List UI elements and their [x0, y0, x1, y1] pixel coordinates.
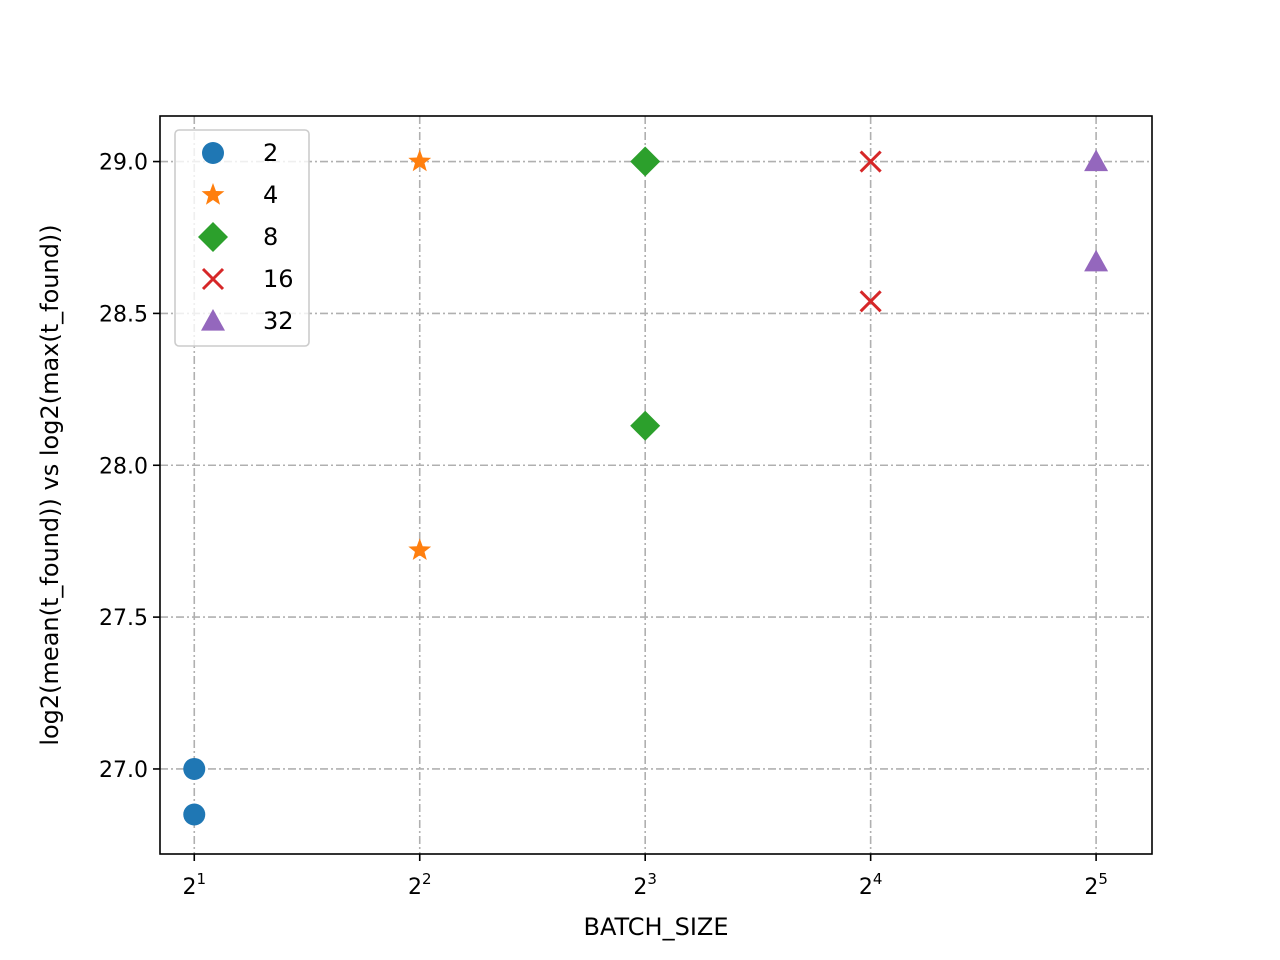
legend: 2 4 8 16 32: [174, 129, 310, 347]
y-tick-label: 29.0: [99, 151, 148, 176]
legend-marker-circle: [202, 142, 224, 164]
grid: [160, 116, 1152, 854]
series-2: [183, 757, 206, 826]
legend-item: 32: [201, 307, 294, 335]
y-tick-label: 27.0: [99, 758, 148, 783]
data-point-star: [408, 149, 432, 172]
legend-label: 16: [263, 265, 294, 293]
legend-marker-diamond: [198, 222, 228, 252]
legend-marker-x: [201, 267, 225, 291]
data-point-x: [859, 290, 882, 313]
series-16: [859, 150, 882, 313]
legend-item: 4: [201, 181, 278, 209]
legend-label: 4: [263, 181, 278, 209]
data-points: [183, 146, 1109, 826]
x-tick-label: 23: [633, 870, 657, 900]
legend-marker-star: [201, 183, 225, 205]
data-point-diamond: [630, 410, 661, 441]
data-point-triangle: [1084, 149, 1109, 172]
legend-marker-triangle: [201, 309, 225, 331]
legend-label: 2: [263, 139, 278, 167]
y-tick-label: 28.5: [99, 302, 148, 327]
legend-label: 8: [263, 223, 278, 251]
plot-area: [160, 116, 1152, 854]
data-point-triangle: [1084, 249, 1109, 272]
data-point-diamond: [630, 146, 661, 177]
x-tick-label: 25: [1084, 870, 1108, 900]
legend-item: 2: [202, 139, 278, 167]
x-tick-label: 24: [859, 870, 883, 900]
data-point-star: [408, 538, 432, 560]
x-tick-label: 22: [408, 870, 432, 900]
y-tick-label: 27.5: [99, 606, 148, 631]
legend-box: [174, 129, 310, 347]
axis-ticks: 21 22 23 24 25 27.0 27.5 28.0 28.5 29.0: [99, 151, 1108, 900]
series-32: [1084, 149, 1109, 272]
series-4: [408, 149, 432, 560]
y-tick-label: 28.0: [99, 454, 148, 479]
legend-label: 32: [263, 307, 294, 335]
x-tick-label: 21: [182, 870, 206, 900]
data-point-circle: [183, 803, 206, 826]
plot-frame: [159, 115, 1153, 855]
legend-item: 8: [198, 222, 278, 252]
y-axis-label: log2(mean(t_found)) vs log2(max(t_found)…: [36, 224, 64, 745]
legend-item: 16: [201, 265, 294, 293]
data-point-x: [859, 150, 882, 173]
series-8: [630, 146, 661, 441]
data-point-circle: [183, 757, 206, 780]
x-axis-label: BATCH_SIZE: [584, 913, 729, 941]
